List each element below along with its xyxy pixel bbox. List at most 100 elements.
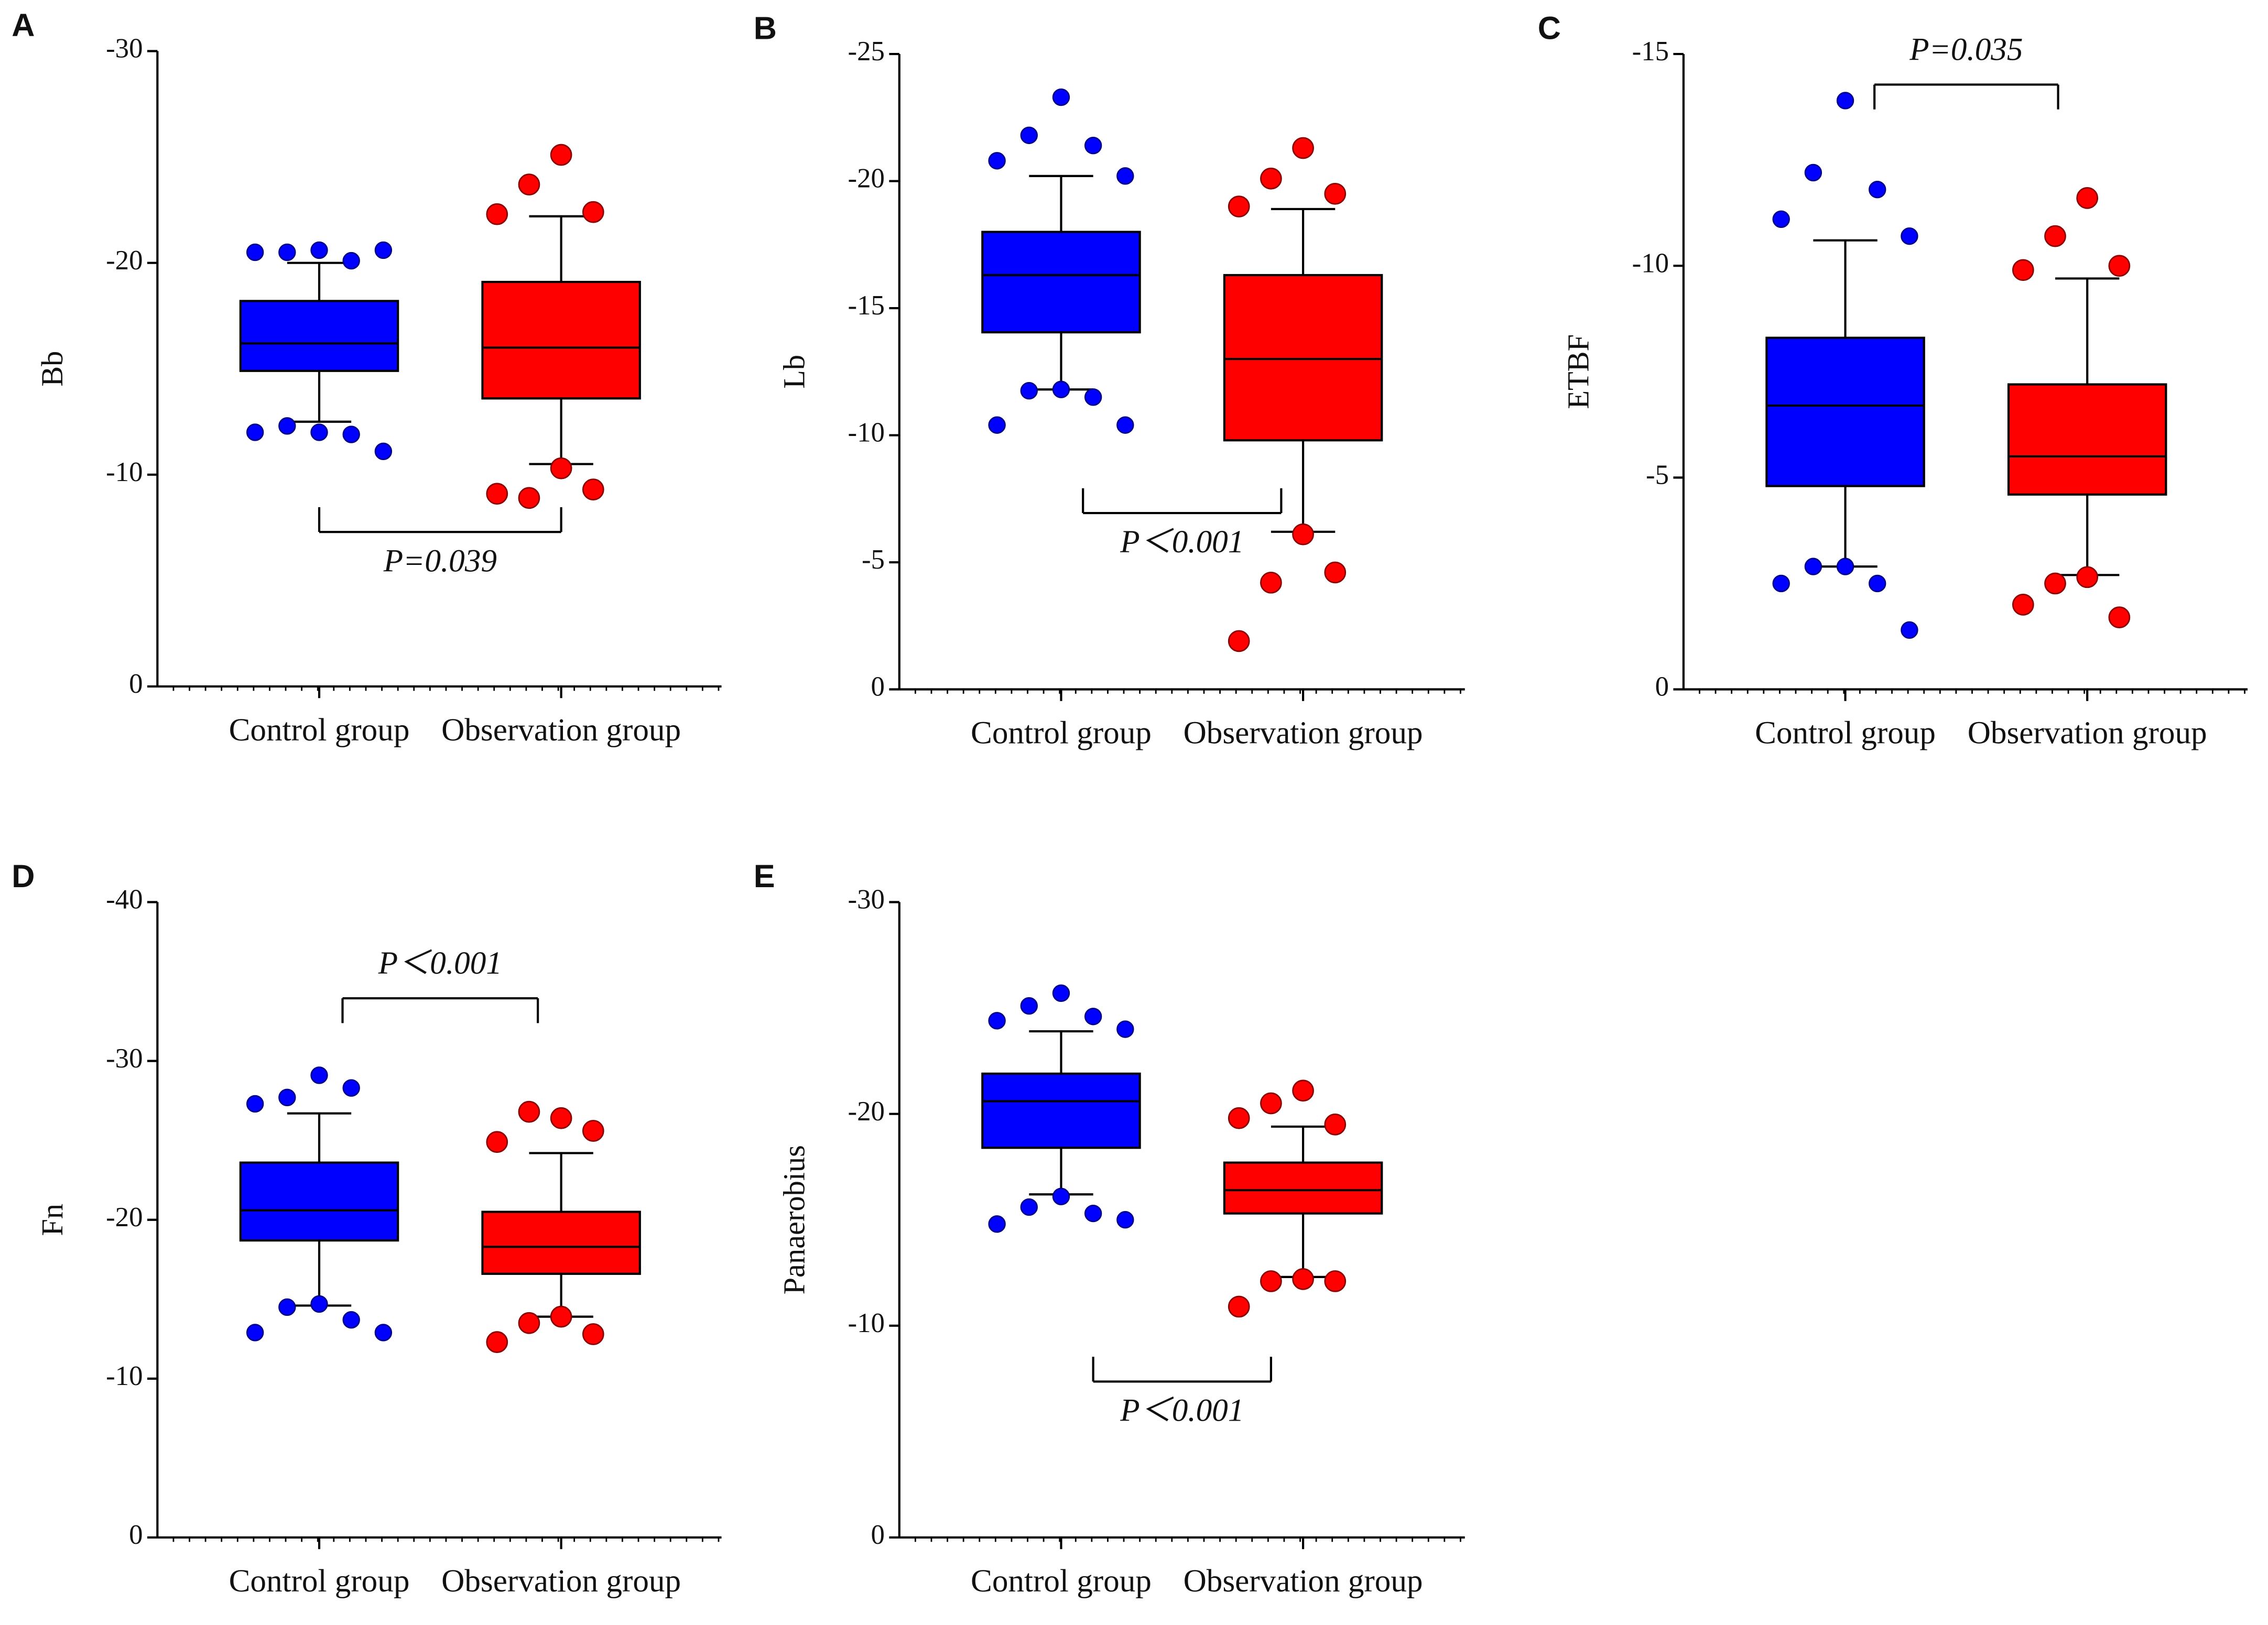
outlier-point <box>1020 126 1038 144</box>
outlier-point <box>2044 225 2066 247</box>
outlier-point <box>1901 621 1918 639</box>
p-value-annotation: P=0.035 <box>1909 31 2023 67</box>
outlier-point <box>486 203 508 225</box>
outlier-point <box>1228 1295 1250 1318</box>
y-tick-label: -15 <box>1632 36 1669 67</box>
outlier-point <box>1836 92 1854 110</box>
x-tick-label: Observation group <box>441 1563 681 1599</box>
outlier-point <box>246 423 264 441</box>
panel-label: C <box>1538 10 1561 46</box>
outlier-point <box>1804 163 1822 182</box>
outlier-point <box>550 1305 572 1328</box>
panel-label: B <box>754 10 777 46</box>
outlier-point <box>1324 182 1347 205</box>
y-tick-label: -10 <box>848 418 885 448</box>
box <box>239 300 399 372</box>
y-tick-label: -30 <box>106 1043 143 1074</box>
outlier-point <box>1869 181 1886 199</box>
p-value-annotation: P＜0.001 <box>1120 524 1244 560</box>
box <box>1765 336 1925 487</box>
outlier-point <box>278 417 296 435</box>
outlier-point <box>374 1324 393 1342</box>
outlier-point <box>1772 574 1790 593</box>
outlier-point <box>278 1298 296 1316</box>
outlier-point <box>1260 167 1282 190</box>
y-tick-label: -15 <box>848 290 885 321</box>
outlier-point <box>1116 167 1134 185</box>
panel-label: D <box>12 858 35 894</box>
x-tick-label: Observation group <box>1184 715 1423 751</box>
outlier-point <box>1084 388 1102 406</box>
outlier-point <box>1260 571 1282 594</box>
y-tick-label: -30 <box>848 885 885 915</box>
y-tick-label: -25 <box>848 36 885 67</box>
box <box>981 231 1141 334</box>
outlier-point <box>518 487 540 509</box>
outlier-point <box>1084 136 1102 155</box>
outlier-point <box>1292 1268 1314 1290</box>
outlier-point <box>310 241 328 259</box>
y-tick-label: -10 <box>106 457 143 487</box>
outlier-point <box>1292 137 1314 159</box>
outlier-point <box>988 416 1006 434</box>
outlier-point <box>278 243 296 261</box>
outlier-point <box>1260 1270 1282 1292</box>
x-tick-label: Control group <box>1755 715 1936 751</box>
outlier-point <box>2044 572 2066 595</box>
outlier-point <box>2012 594 2034 616</box>
x-tick-label: Control group <box>971 715 1152 751</box>
outlier-point <box>486 1131 508 1153</box>
outlier-point <box>342 1079 360 1097</box>
outlier-point <box>486 483 508 505</box>
y-axis-label: Bb <box>35 351 69 387</box>
y-axis-label: Panaerobius <box>777 1145 811 1294</box>
outlier-point <box>310 1066 328 1084</box>
y-tick-label: -10 <box>1632 248 1669 278</box>
outlier-point <box>2076 566 2099 588</box>
y-axis-label: ETBF <box>1561 334 1596 409</box>
outlier-point <box>1228 630 1250 652</box>
outlier-point <box>518 1100 540 1123</box>
outlier-point <box>1116 1211 1134 1229</box>
box <box>481 280 641 400</box>
outlier-point <box>1052 1187 1070 1205</box>
outlier-point <box>1260 1092 1282 1115</box>
box <box>1223 1161 1383 1215</box>
outlier-point <box>988 152 1006 170</box>
outlier-point <box>374 442 393 461</box>
outlier-point <box>2012 259 2034 281</box>
p-value-annotation: P=0.039 <box>383 543 497 579</box>
outlier-point <box>1084 1204 1102 1223</box>
outlier-point <box>1836 558 1854 575</box>
outlier-point <box>1228 1107 1250 1129</box>
y-axis-label: Lb <box>777 355 811 389</box>
outlier-point <box>1292 523 1314 546</box>
outlier-point <box>374 241 393 259</box>
outlier-point <box>1292 1079 1314 1102</box>
outlier-point <box>342 426 360 443</box>
outlier-point <box>1869 574 1886 593</box>
outlier-point <box>1324 561 1347 584</box>
outlier-point <box>1116 416 1134 434</box>
y-tick-label: -20 <box>848 1096 885 1127</box>
outlier-point <box>246 243 264 261</box>
y-tick-label: 0 <box>129 669 143 699</box>
outlier-point <box>550 457 572 479</box>
box <box>239 1161 399 1242</box>
outlier-point <box>582 478 604 500</box>
outlier-point <box>2076 187 2099 209</box>
outlier-point <box>1228 195 1250 217</box>
outlier-point <box>1116 1020 1134 1038</box>
outlier-point <box>582 201 604 223</box>
outlier-point <box>582 1323 604 1345</box>
p-value-annotation: P＜0.001 <box>1120 1393 1244 1428</box>
outlier-point <box>1052 984 1070 1002</box>
outlier-point <box>1324 1270 1347 1292</box>
y-tick-label: -10 <box>848 1308 885 1338</box>
y-tick-label: -20 <box>106 1202 143 1233</box>
outlier-point <box>518 1312 540 1334</box>
y-tick-label: -5 <box>1646 460 1669 490</box>
outlier-point <box>1084 1008 1102 1026</box>
y-tick-label: -20 <box>848 163 885 194</box>
